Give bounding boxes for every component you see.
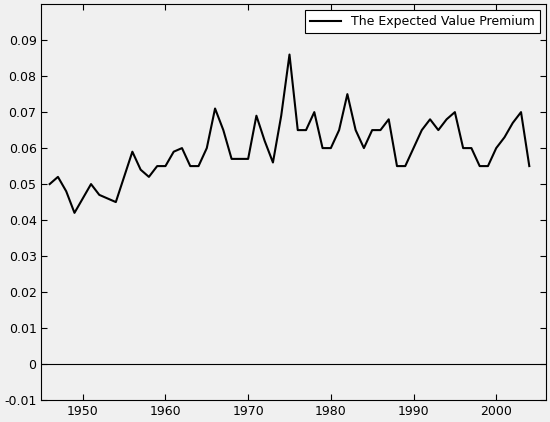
The Expected Value Premium [71, 210, 78, 215]
The Expected Value Premium [63, 189, 69, 194]
The Expected Value Premium [311, 110, 317, 115]
The Expected Value Premium [286, 52, 293, 57]
The Expected Value Premium [129, 149, 136, 154]
The Expected Value Premium [410, 146, 417, 151]
The Expected Value Premium [526, 164, 532, 169]
Legend: The Expected Value Premium: The Expected Value Premium [305, 11, 540, 33]
Line: The Expected Value Premium: The Expected Value Premium [50, 54, 529, 213]
The Expected Value Premium [179, 146, 185, 151]
The Expected Value Premium [46, 181, 53, 187]
The Expected Value Premium [104, 196, 111, 201]
